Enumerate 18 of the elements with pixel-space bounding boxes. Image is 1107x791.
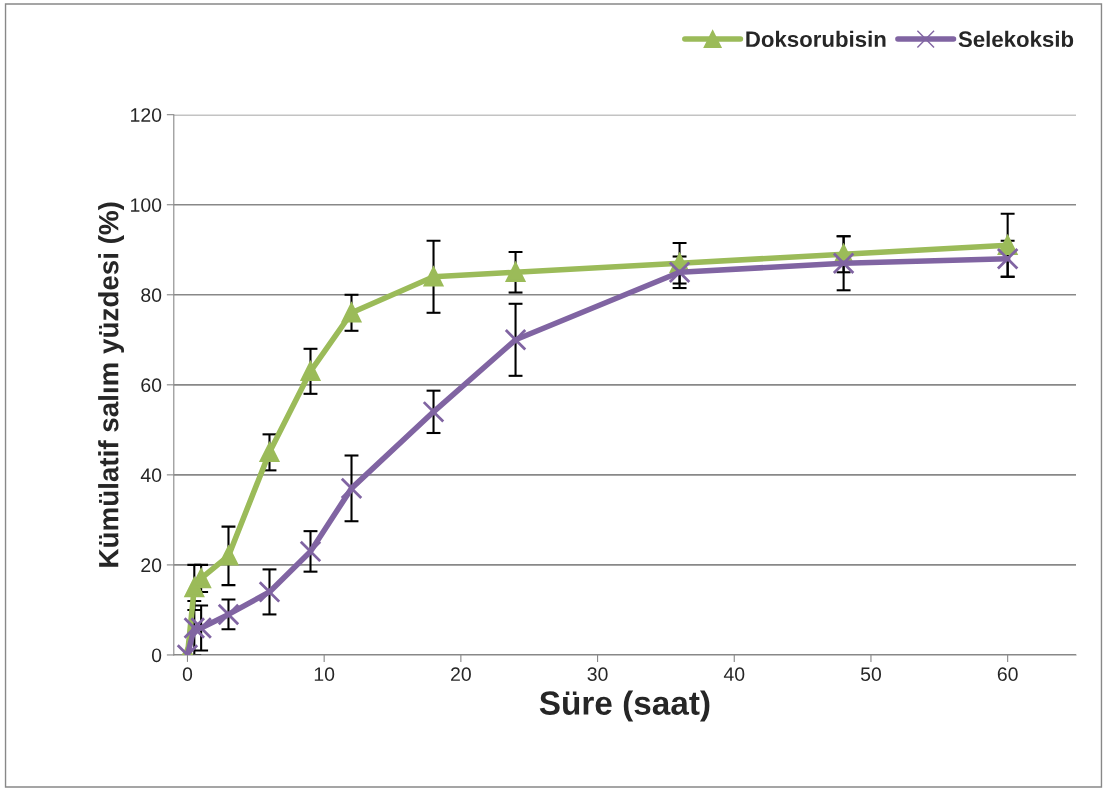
y-axis-title: Kümülatif salım yüzdesi (%) [98,202,124,567]
y-tick-label: 60 [141,378,162,393]
legend-label: Doksorubisin [746,30,886,48]
x-tick-label: 10 [314,667,335,682]
y-tick-label: 80 [141,288,162,303]
y-tick-label: 0 [151,648,162,663]
x-tick-label: 60 [997,667,1018,682]
y-tick-label: 100 [131,198,162,212]
x-tick-label: 20 [451,667,471,682]
x-axis-title: Süre (saat) [539,690,710,722]
y-tick-label: 120 [131,108,162,122]
legend-label: Selekoksib [958,30,1074,48]
x-tick-label: 30 [587,667,608,682]
y-tick-label: 20 [141,558,162,573]
x-tick-label: 50 [860,667,882,682]
y-tick-label: 40 [140,468,162,483]
x-tick-label: 40 [723,667,745,682]
x-tick-label: 0 [182,667,193,682]
